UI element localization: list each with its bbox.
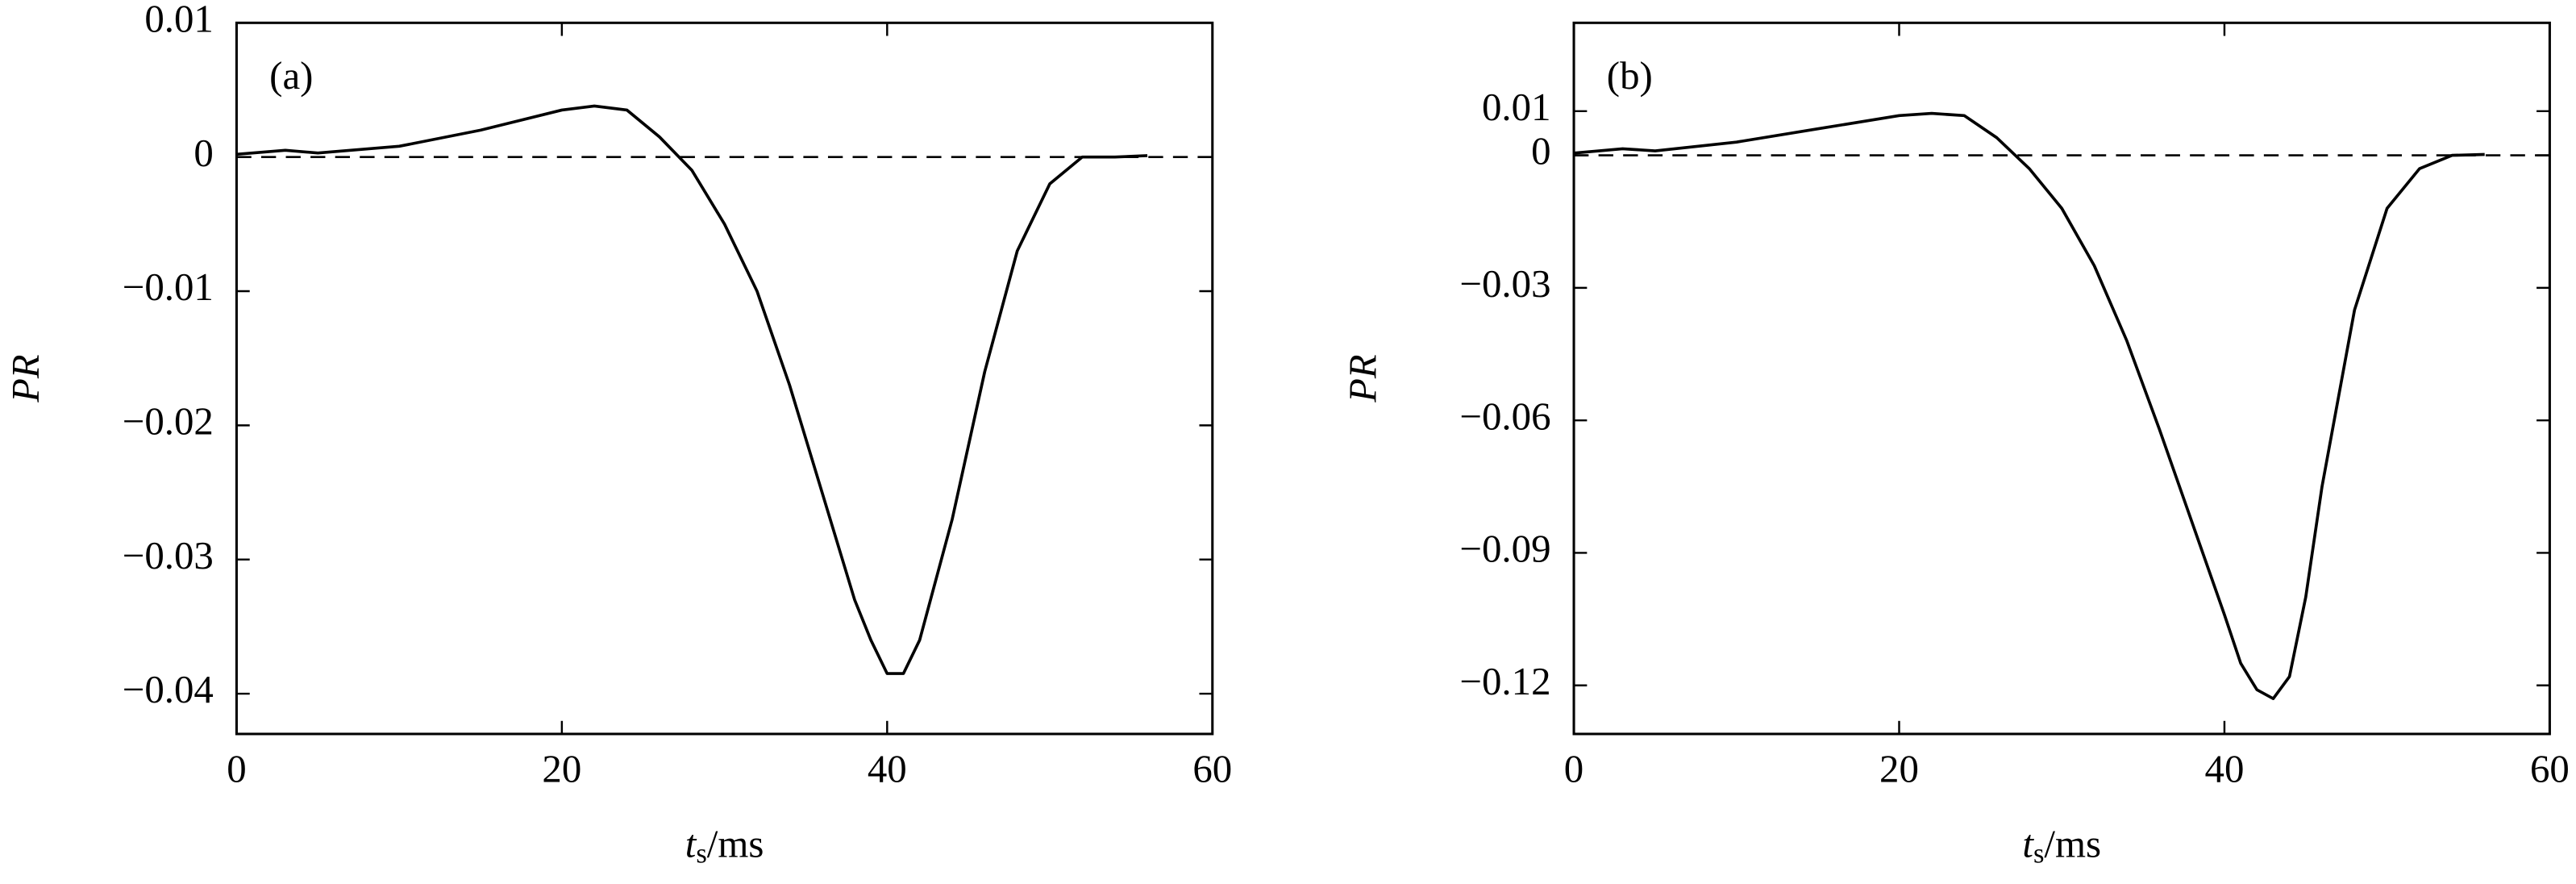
x-tick-label: 20 — [542, 748, 581, 791]
plot-frame — [1572, 21, 2551, 736]
y-axis-label: PR — [1341, 355, 1384, 403]
x-tick-label: 0 — [1564, 748, 1583, 791]
y-tick-label: −0.12 — [1459, 660, 1550, 703]
x-axis-label: ts/ms — [685, 823, 764, 869]
panel-label: (a) — [269, 54, 313, 98]
y-axis-label: PR — [4, 355, 48, 403]
x-tick-label: 0 — [227, 748, 246, 791]
panel: 0.010−0.03−0.06−0.09−0.120 20 40 60(b)PRts/… — [1341, 21, 2570, 869]
x-axis-label: ts/ms — [2022, 823, 2101, 869]
x-tick-label: 60 — [2530, 748, 2570, 791]
y-tick-label: −0.01 — [123, 265, 214, 309]
x-label-var: t — [2022, 823, 2034, 866]
x-tick-label: 20 — [1879, 748, 1919, 791]
y-tick-label: −0.09 — [1459, 527, 1550, 571]
data-line — [236, 104, 1148, 675]
y-tick-label: 0 — [194, 131, 213, 175]
y-tick-label: −0.03 — [1459, 262, 1550, 306]
x-tick-label: 40 — [2205, 748, 2245, 791]
panel: 0.01 0 −0.01 −0.02 −0.03 −0.04 0 20 40 60 (a) PR ts/… — [4, 0, 1232, 869]
y-tick-label: −0.04 — [123, 668, 214, 711]
x-label-sub: s — [2033, 839, 2044, 869]
y-tick-label: 0 — [1531, 130, 1550, 173]
y-tick-label: −0.03 — [123, 534, 214, 578]
y-tick-label: 0.01 — [1482, 85, 1551, 129]
x-tick-label: 40 — [868, 748, 907, 791]
x-label-var: t — [685, 823, 697, 866]
y-tick-label: −0.06 — [1459, 394, 1550, 438]
plot-frame — [235, 21, 1214, 736]
x-tick-label: 60 — [1192, 748, 1232, 791]
y-tick-label: −0.02 — [123, 400, 214, 444]
x-label-sub: s — [696, 839, 706, 869]
data-line — [1573, 111, 2485, 700]
x-label-unit: /ms — [2044, 823, 2101, 866]
x-label-unit: /ms — [707, 823, 764, 866]
panel-label: (b) — [1607, 54, 1653, 98]
y-tick-label: 0.01 — [144, 0, 214, 40]
